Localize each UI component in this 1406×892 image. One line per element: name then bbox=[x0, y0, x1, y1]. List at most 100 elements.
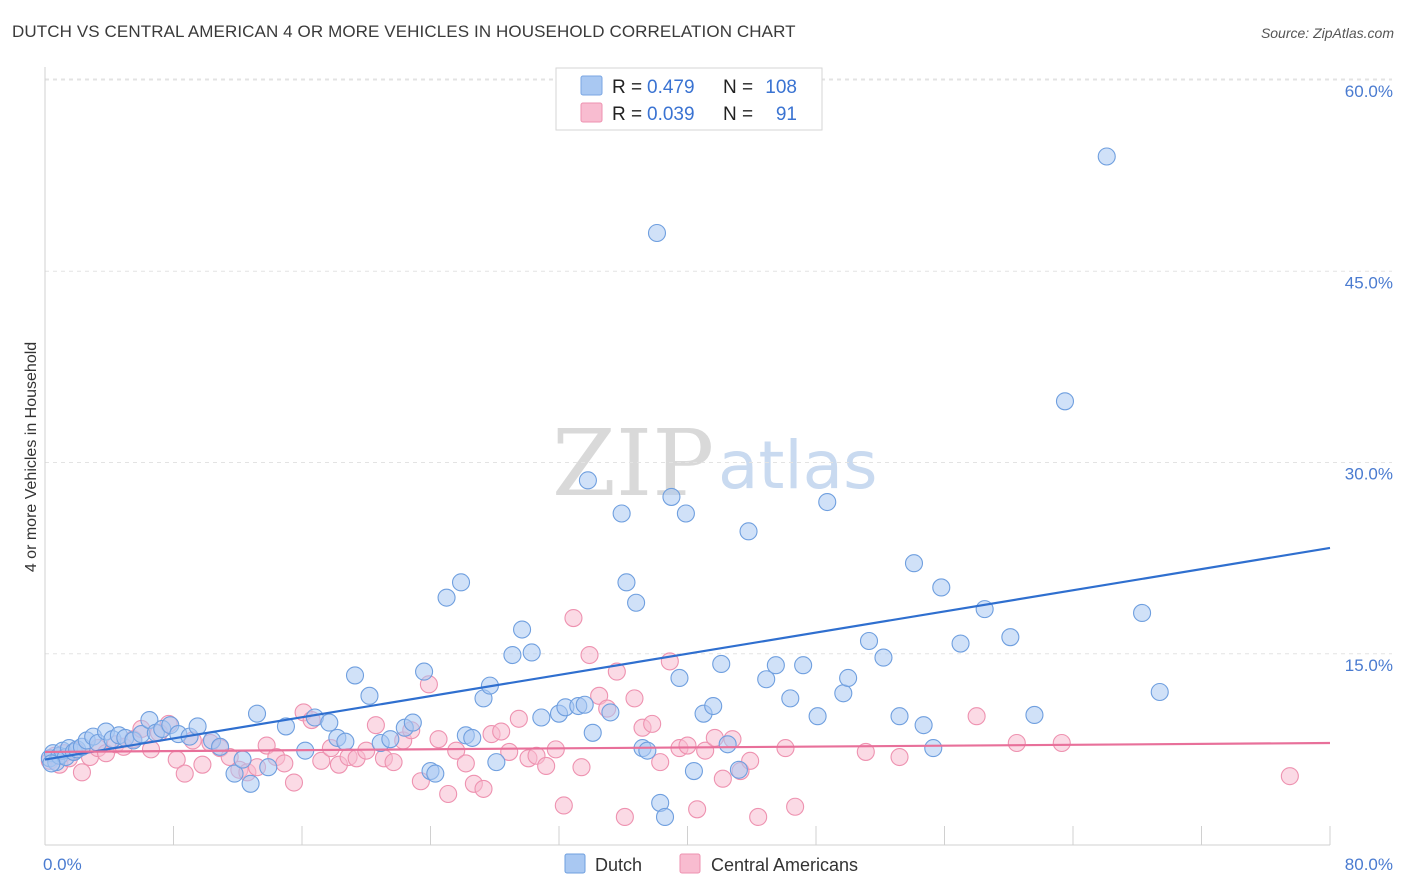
legend-r-label-dutch: R = bbox=[612, 77, 642, 98]
data-point bbox=[932, 578, 951, 597]
data-point bbox=[776, 739, 795, 758]
watermark: ZIP atlas bbox=[552, 410, 878, 517]
data-point bbox=[914, 716, 933, 735]
watermark-atlas: atlas bbox=[718, 427, 878, 504]
bottom-legend-swatch-central-americans bbox=[679, 853, 701, 874]
data-point bbox=[345, 666, 365, 685]
data-point bbox=[874, 648, 893, 667]
data-point bbox=[856, 742, 875, 761]
data-point bbox=[766, 656, 785, 675]
data-point bbox=[1007, 733, 1026, 753]
data-point bbox=[426, 764, 445, 783]
data-point bbox=[276, 717, 295, 736]
data-point bbox=[1001, 628, 1020, 647]
data-point bbox=[381, 730, 400, 749]
data-point bbox=[211, 737, 230, 756]
legend-n-value-dutch: 108 bbox=[765, 77, 797, 98]
x-tick-labels: 0.0% 80.0% bbox=[43, 855, 1393, 874]
data-point bbox=[447, 741, 466, 760]
trend-line-dutch bbox=[44, 546, 1331, 761]
data-point bbox=[175, 764, 194, 783]
data-point bbox=[749, 807, 768, 827]
data-point bbox=[320, 713, 339, 732]
data-point bbox=[503, 645, 522, 665]
data-point bbox=[951, 634, 970, 653]
bottom-legend: Dutch Central Americans bbox=[564, 853, 858, 875]
y-axis-title: 4 or more Vehicles in Household bbox=[23, 342, 40, 572]
data-point bbox=[781, 689, 800, 708]
data-point bbox=[1025, 705, 1044, 725]
data-point bbox=[670, 668, 689, 688]
data-point bbox=[474, 779, 493, 798]
data-point bbox=[590, 686, 609, 705]
trend-line-central-americans bbox=[44, 741, 1331, 754]
data-point bbox=[834, 684, 853, 703]
data-point bbox=[638, 741, 657, 760]
data-point bbox=[643, 714, 662, 733]
data-point bbox=[575, 695, 594, 714]
data-point bbox=[1133, 603, 1152, 623]
data-point bbox=[684, 761, 703, 781]
data-point bbox=[532, 708, 551, 727]
data-point bbox=[492, 722, 511, 741]
data-point bbox=[713, 769, 732, 788]
data-point bbox=[141, 740, 161, 759]
y-tick-label: 60.0% bbox=[1345, 82, 1393, 101]
data-point bbox=[601, 703, 620, 722]
data-point bbox=[554, 796, 573, 815]
data-point bbox=[429, 730, 448, 749]
data-point bbox=[859, 631, 879, 651]
data-point bbox=[456, 754, 475, 773]
y-tick-label: 45.0% bbox=[1345, 273, 1393, 292]
series-central-americans-points bbox=[40, 608, 1299, 827]
data-point bbox=[808, 707, 827, 726]
legend-n-value-central-americans: 91 bbox=[776, 104, 797, 125]
data-point bbox=[1150, 682, 1169, 702]
data-point bbox=[564, 608, 583, 628]
legend-n-label-dutch: N = bbox=[723, 77, 753, 98]
data-point bbox=[241, 774, 260, 793]
data-point bbox=[678, 736, 697, 755]
x-tick-label-max: 80.0% bbox=[1345, 855, 1393, 874]
data-point bbox=[617, 573, 636, 592]
axes bbox=[44, 67, 1331, 846]
data-point bbox=[366, 716, 385, 735]
data-point bbox=[578, 471, 597, 490]
y-tick-labels: 15.0% 30.0% 45.0% 60.0% bbox=[1345, 82, 1393, 675]
y-tick-label: 30.0% bbox=[1345, 465, 1393, 484]
data-point bbox=[463, 728, 482, 747]
trend-lines bbox=[44, 546, 1331, 761]
data-point bbox=[1280, 767, 1299, 786]
data-point bbox=[924, 739, 943, 758]
data-point bbox=[537, 756, 556, 776]
data-point bbox=[739, 522, 758, 541]
chart-title: DUTCH VS CENTRAL AMERICAN 4 OR MORE VEHI… bbox=[12, 22, 796, 41]
legend: R = 0.479 N = 108 R = 0.039 N = 91 bbox=[555, 67, 823, 131]
x-tick-label-min: 0.0% bbox=[43, 855, 82, 874]
data-point bbox=[662, 487, 681, 506]
data-point bbox=[612, 504, 631, 523]
legend-r-value-central-americans: 0.039 bbox=[647, 104, 695, 125]
data-point bbox=[625, 689, 644, 708]
data-point bbox=[786, 797, 805, 816]
grid-lines bbox=[45, 78, 1392, 655]
data-point bbox=[312, 751, 331, 770]
data-point bbox=[655, 807, 675, 827]
data-point bbox=[451, 573, 471, 592]
data-point bbox=[509, 709, 528, 728]
data-point bbox=[284, 773, 304, 792]
data-point bbox=[607, 662, 626, 681]
data-point bbox=[403, 713, 422, 732]
data-point bbox=[757, 670, 776, 689]
y-tick-label: 15.0% bbox=[1345, 656, 1393, 675]
data-point bbox=[583, 723, 602, 742]
bottom-legend-swatch-dutch bbox=[564, 853, 586, 874]
data-point bbox=[247, 704, 267, 723]
data-point bbox=[439, 784, 458, 804]
data-point bbox=[615, 807, 634, 827]
data-point bbox=[704, 696, 723, 716]
data-point bbox=[580, 645, 599, 665]
data-point bbox=[225, 764, 244, 783]
data-point bbox=[904, 554, 924, 573]
data-point bbox=[729, 760, 748, 779]
